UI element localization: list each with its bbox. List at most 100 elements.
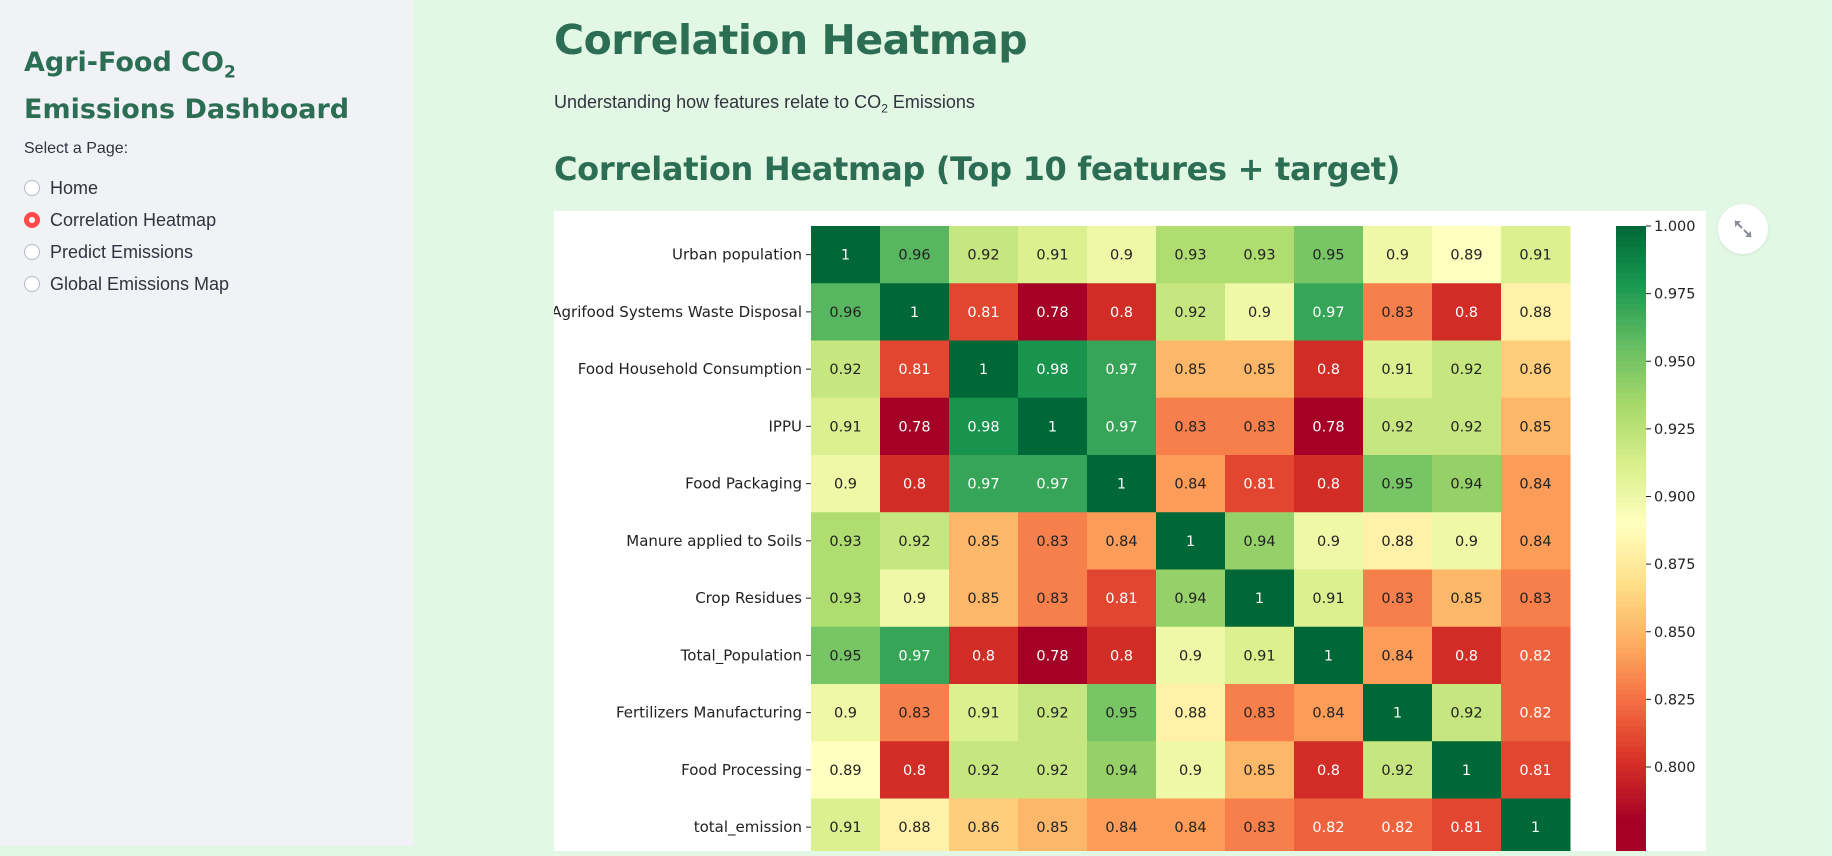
heatmap-cell bbox=[880, 626, 950, 685]
colorbar-segment bbox=[1616, 736, 1646, 743]
cell-value-label: 0.83 bbox=[898, 706, 930, 722]
heatmap-cell bbox=[880, 512, 950, 570]
cell-value-label: 0.91 bbox=[829, 419, 861, 435]
colorbar-segment bbox=[1616, 632, 1646, 639]
heatmap-cell bbox=[1294, 340, 1364, 399]
colorbar-segment bbox=[1616, 840, 1646, 847]
page-select-label: Select a Page: bbox=[24, 140, 129, 157]
y-tick-label: Manure applied to Soils bbox=[626, 532, 802, 550]
cell-value-label: 0.9 bbox=[1179, 648, 1202, 664]
cell-value-label: 0.78 bbox=[1036, 305, 1068, 321]
colorbar-segment bbox=[1616, 830, 1646, 836]
cell-value-label: 0.83 bbox=[1243, 820, 1275, 836]
heatmap-cell bbox=[1501, 684, 1571, 742]
heatmap-cell bbox=[1225, 455, 1295, 513]
cell-value-label: 0.81 bbox=[1243, 477, 1275, 493]
colorbar-segment bbox=[1616, 590, 1646, 597]
heatmap-cell bbox=[1432, 569, 1502, 628]
radio-circle-selected[interactable] bbox=[24, 212, 40, 228]
fullscreen-button[interactable] bbox=[1718, 204, 1768, 254]
heatmap-cell bbox=[811, 455, 881, 513]
cell-value-label: 0.81 bbox=[967, 305, 999, 321]
cell-value-label: 0.8 bbox=[1317, 477, 1340, 493]
cell-value-label: 1 bbox=[979, 362, 988, 378]
cell-value-label: 0.91 bbox=[1312, 591, 1344, 607]
heatmap-cell bbox=[1018, 397, 1088, 456]
cell-value-label: 0.93 bbox=[829, 591, 861, 607]
cell-value-label: 0.83 bbox=[1381, 305, 1413, 321]
colorbar-segment bbox=[1616, 382, 1646, 389]
radio-circle[interactable] bbox=[24, 276, 40, 292]
nav-radio-predict-emissions[interactable]: Predict Emissions bbox=[24, 240, 193, 264]
y-tick-label: Fertilizers Manufacturing bbox=[616, 704, 802, 722]
heatmap-cell bbox=[1225, 512, 1295, 570]
cell-value-label: 0.88 bbox=[898, 820, 930, 836]
page-subtitle-subscript: 2 bbox=[881, 101, 888, 116]
colorbar-segment bbox=[1616, 413, 1646, 420]
nav-label-global-emissions-map: Global Emissions Map bbox=[50, 273, 230, 294]
heatmap-cell bbox=[1363, 569, 1433, 628]
colorbar-segment bbox=[1616, 601, 1646, 607]
heatmap-cell bbox=[949, 340, 1019, 399]
cell-value-label: 0.83 bbox=[1519, 591, 1551, 607]
cell-value-label: 0.9 bbox=[1248, 305, 1271, 321]
colorbar-segment bbox=[1616, 293, 1646, 300]
colorbar-segment bbox=[1616, 679, 1646, 685]
heatmap-cell bbox=[1156, 455, 1226, 513]
heatmap-cell bbox=[1501, 455, 1571, 513]
radio-circle[interactable] bbox=[24, 180, 40, 196]
sidebar-title: Agri-Food CO2 Emissions Dashboard bbox=[24, 47, 350, 126]
cell-value-label: 0.85 bbox=[1519, 419, 1551, 435]
cell-value-label: 0.9 bbox=[903, 591, 926, 607]
cell-value-label: 0.92 bbox=[1450, 362, 1482, 378]
heatmap-cell bbox=[1087, 226, 1157, 284]
colorbar-segment bbox=[1616, 491, 1646, 498]
heatmap-cell bbox=[1294, 626, 1364, 685]
heatmap-cell bbox=[1432, 340, 1502, 399]
heatmap-cell bbox=[1432, 283, 1502, 341]
nav-radio-correlation-heatmap[interactable]: Correlation Heatmap bbox=[24, 208, 216, 232]
page-subtitle: Understanding how features relate to CO2… bbox=[554, 92, 975, 116]
heatmap-cell bbox=[1018, 569, 1088, 628]
colorbar-tick-label: 0.900 bbox=[1654, 490, 1696, 506]
heatmap-cell bbox=[811, 340, 881, 399]
nav-radio-home[interactable]: Home bbox=[24, 176, 98, 200]
radio-circle[interactable] bbox=[24, 244, 40, 260]
colorbar-segment bbox=[1616, 788, 1646, 795]
nav-radio-global-emissions-map[interactable]: Global Emissions Map bbox=[24, 272, 229, 296]
heatmap-cell bbox=[1501, 283, 1571, 341]
colorbar-segment bbox=[1616, 423, 1646, 430]
cell-value-label: 0.89 bbox=[829, 763, 861, 779]
heatmap-cell bbox=[1225, 340, 1295, 399]
cell-value-label: 0.91 bbox=[1243, 648, 1275, 664]
colorbar-segment bbox=[1616, 481, 1646, 488]
heatmap-cell bbox=[1363, 397, 1433, 456]
heatmap-cell bbox=[1156, 226, 1226, 284]
colorbar-segment bbox=[1616, 564, 1646, 571]
cell-value-label: 0.9 bbox=[1110, 248, 1133, 264]
colorbar-segment bbox=[1616, 694, 1646, 701]
colorbar-segment bbox=[1616, 699, 1646, 706]
nav-label-predict-emissions: Predict Emissions bbox=[50, 241, 194, 262]
colorbar-segment bbox=[1616, 757, 1646, 764]
cell-value-label: 0.88 bbox=[1174, 706, 1206, 722]
colorbar-segment bbox=[1616, 449, 1646, 456]
colorbar-segment bbox=[1616, 741, 1646, 748]
heatmap-cell bbox=[1501, 569, 1571, 628]
cell-value-label: 0.96 bbox=[829, 305, 861, 321]
colorbar-segment bbox=[1616, 819, 1646, 826]
heatmap-cell bbox=[1156, 684, 1226, 742]
heatmap-cell bbox=[880, 684, 950, 742]
cell-value-label: 0.9 bbox=[834, 706, 857, 722]
colorbar-segment bbox=[1616, 403, 1646, 409]
cell-value-label: 0.84 bbox=[1381, 648, 1413, 664]
colorbar-segment bbox=[1616, 772, 1646, 779]
cell-value-label: 1 bbox=[1462, 763, 1471, 779]
colorbar-segment bbox=[1616, 517, 1646, 524]
colorbar-segment bbox=[1616, 246, 1646, 253]
colorbar-segment bbox=[1616, 720, 1646, 727]
cell-value-label: 0.81 bbox=[898, 362, 930, 378]
cell-value-label: 0.88 bbox=[1381, 534, 1413, 550]
expand-icon bbox=[1734, 220, 1752, 238]
heatmap-cell bbox=[1501, 512, 1571, 570]
